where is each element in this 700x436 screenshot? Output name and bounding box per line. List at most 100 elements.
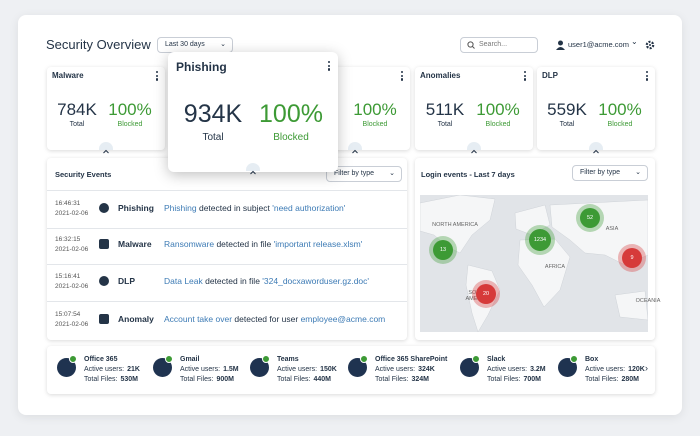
integration-name: Office 365 SharePoint bbox=[375, 356, 448, 363]
total-files: Total Files: 440M bbox=[277, 376, 331, 383]
map-cluster-count[interactable]: 1234 bbox=[529, 229, 551, 251]
event-description: Phishing detected in subject 'need autho… bbox=[164, 203, 345, 213]
stat-value: 120K bbox=[628, 366, 645, 373]
status-badge bbox=[69, 355, 77, 363]
popup-value: 934K bbox=[183, 100, 243, 128]
map-cluster-count[interactable]: 20 bbox=[476, 284, 496, 304]
event-link[interactable]: Ransomware bbox=[164, 239, 215, 249]
stat-value: 324K bbox=[418, 366, 435, 373]
map-label: OCEANIA bbox=[635, 298, 661, 304]
metric-card bbox=[415, 67, 533, 150]
integration-name: Slack bbox=[487, 356, 506, 363]
event-text: detected in file bbox=[214, 239, 274, 249]
stat-value: 530M bbox=[120, 376, 138, 383]
event-link[interactable]: employee@acme.com bbox=[300, 314, 386, 324]
header-divider bbox=[47, 190, 407, 191]
event-text: detected in subject bbox=[196, 203, 273, 213]
metric-value: 559K bbox=[547, 100, 587, 119]
expand-toggle[interactable] bbox=[348, 142, 362, 154]
stat-label: Total Files: bbox=[180, 376, 214, 383]
event-link[interactable]: Data Leak bbox=[164, 276, 203, 286]
event-text: detected in file bbox=[202, 276, 263, 286]
stat-value: 21K bbox=[127, 366, 140, 373]
event-type: DLP bbox=[118, 276, 135, 286]
popup-title: Phishing bbox=[176, 60, 227, 74]
event-link[interactable]: '324_docxaworduser.gz.doc' bbox=[262, 276, 370, 286]
settings-icon[interactable] bbox=[645, 40, 655, 50]
more-menu[interactable] bbox=[524, 71, 527, 82]
stat-value: 3.2M bbox=[530, 366, 546, 373]
stat-label: Active users: bbox=[277, 366, 318, 373]
stat-value: 440M bbox=[313, 376, 331, 383]
map-cluster-count[interactable]: 9 bbox=[622, 248, 642, 268]
search-placeholder: Search... bbox=[479, 41, 508, 48]
row-divider bbox=[47, 301, 407, 302]
total-files: Total Files: 700M bbox=[487, 376, 541, 383]
expand-toggle[interactable] bbox=[589, 142, 603, 154]
event-link[interactable]: Phishing bbox=[164, 203, 197, 213]
status-badge bbox=[472, 355, 480, 363]
map-cluster-count[interactable]: 13 bbox=[433, 240, 453, 260]
popup-percent-label: Blocked bbox=[273, 132, 309, 143]
metric-percent-label: Blocked bbox=[362, 121, 388, 128]
metric-percent-label: Blocked bbox=[607, 121, 633, 128]
metric-value: 784K bbox=[57, 100, 97, 119]
stat-label: Active users: bbox=[375, 366, 416, 373]
popup-menu[interactable] bbox=[328, 61, 331, 72]
world-map bbox=[420, 195, 648, 332]
search-box[interactable]: Search... bbox=[460, 37, 538, 53]
metric-percent: 100% bbox=[598, 100, 642, 119]
stat-value: 700M bbox=[523, 376, 541, 383]
scroll-right[interactable]: › bbox=[645, 363, 648, 373]
expand-toggle[interactable] bbox=[467, 142, 481, 154]
expand-toggle[interactable] bbox=[99, 142, 113, 154]
chevron: ⌄ bbox=[635, 169, 641, 176]
filter-dropdown[interactable]: Filter by type ⌄ bbox=[572, 165, 648, 181]
more-menu[interactable] bbox=[646, 71, 649, 82]
total-files: Total Files: 530M bbox=[84, 376, 138, 383]
total-files: Total Files: 900M bbox=[180, 376, 234, 383]
phishing-popup bbox=[168, 52, 338, 172]
user-icon bbox=[556, 40, 565, 50]
filter-dropdown[interactable]: Filter by type ⌄ bbox=[326, 166, 402, 182]
user-menu[interactable]: user1@acme.com bbox=[568, 40, 629, 49]
event-description: Account take over detected for user empl… bbox=[164, 314, 385, 324]
metric-value: 511K bbox=[425, 100, 465, 119]
stat-value: 1.5M bbox=[223, 366, 239, 373]
metric-title: DLP bbox=[542, 71, 558, 80]
metric-percent-label: Blocked bbox=[485, 121, 511, 128]
integration-name: Teams bbox=[277, 356, 299, 363]
stat-label: Total Files: bbox=[585, 376, 619, 383]
event-link[interactable]: 'important release.xlsm' bbox=[273, 239, 363, 249]
stat-label: Active users: bbox=[487, 366, 528, 373]
event-description: Data Leak detected in file '324_docxawor… bbox=[164, 276, 369, 286]
stat-label: Total Files: bbox=[375, 376, 409, 383]
row-divider bbox=[47, 228, 407, 229]
event-type: Malware bbox=[118, 239, 152, 249]
more-menu[interactable] bbox=[156, 71, 159, 82]
event-type: Phishing bbox=[118, 203, 154, 213]
event-icon bbox=[99, 203, 109, 213]
metric-card bbox=[47, 67, 165, 150]
stat-label: Total Files: bbox=[84, 376, 118, 383]
more-menu[interactable] bbox=[401, 71, 404, 82]
date-range-dropdown[interactable]: Last 30 days ⌄ bbox=[157, 37, 233, 53]
active-users: Active users: 120K bbox=[585, 366, 645, 373]
stat-label: Active users: bbox=[84, 366, 125, 373]
map-cluster-count[interactable]: 52 bbox=[580, 208, 600, 228]
status-badge bbox=[360, 355, 368, 363]
event-link[interactable]: 'need authorization' bbox=[272, 203, 346, 213]
total-files: Total Files: 280M bbox=[585, 376, 639, 383]
metric-card bbox=[537, 67, 655, 150]
event-date: 2021-02-06 bbox=[55, 283, 89, 290]
event-type: Anomaly bbox=[118, 314, 154, 324]
event-link[interactable]: Account take over bbox=[164, 314, 233, 324]
popup-percent: 100% bbox=[259, 100, 323, 128]
popup-collapse[interactable] bbox=[246, 163, 260, 175]
status-badge bbox=[165, 355, 173, 363]
active-users: Active users: 324K bbox=[375, 366, 435, 373]
event-icon bbox=[99, 239, 109, 249]
filter-label: Filter by type bbox=[334, 170, 375, 177]
chevron: ⌄ bbox=[389, 170, 395, 177]
